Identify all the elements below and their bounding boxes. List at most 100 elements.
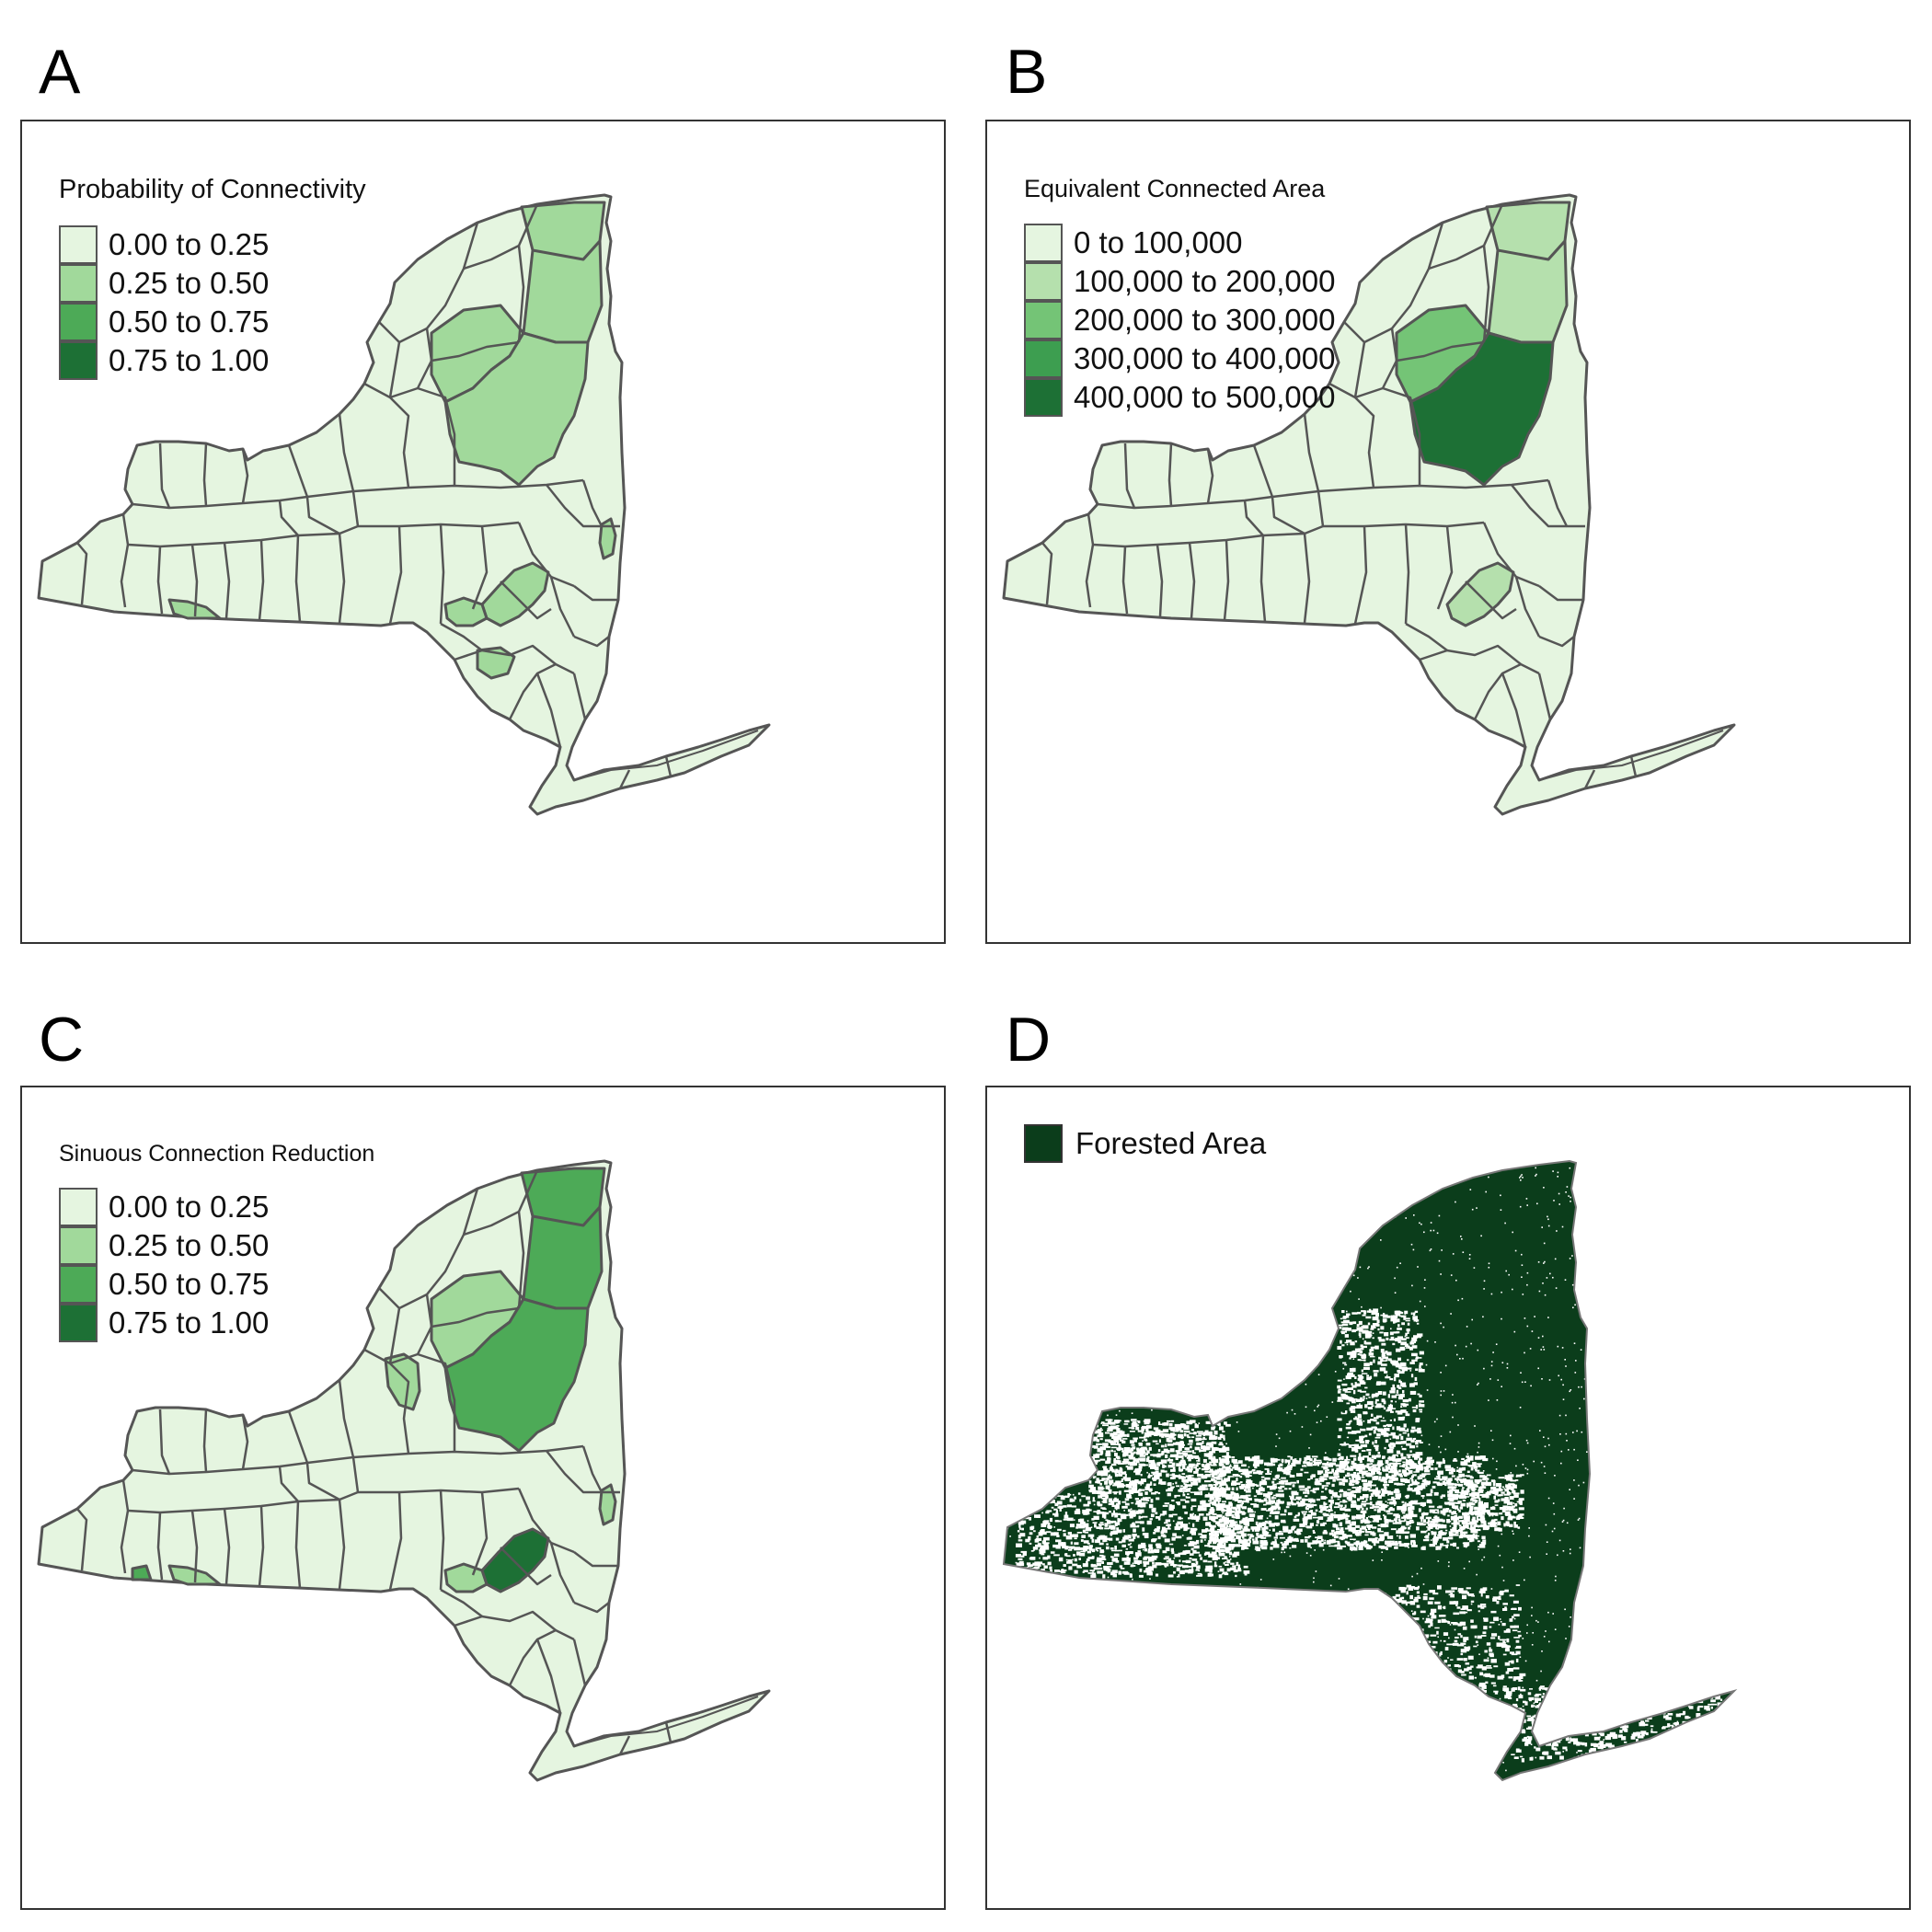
county-boundary bbox=[546, 484, 602, 528]
county-boundary bbox=[1583, 769, 1596, 789]
legend-swatch bbox=[59, 264, 98, 303]
ny-map-c bbox=[37, 1159, 771, 1782]
county-boundary bbox=[1482, 245, 1490, 343]
legend-item: 0.50 to 0.75 bbox=[59, 1265, 374, 1304]
county-boundary bbox=[463, 203, 539, 270]
ny-map-b bbox=[1002, 193, 1736, 816]
county-boundary bbox=[241, 1414, 249, 1470]
county-boundary bbox=[156, 546, 164, 615]
county-boundary bbox=[1206, 448, 1214, 504]
legend-item: 0.50 to 0.75 bbox=[59, 303, 366, 341]
map-panel-d: Forested Area bbox=[985, 1086, 1911, 1910]
county-boundary bbox=[1363, 222, 1444, 344]
county-boundary bbox=[572, 673, 587, 720]
county-boundary bbox=[1303, 533, 1311, 624]
county-boundary bbox=[431, 340, 520, 362]
legend-item: 300,000 to 400,000 bbox=[1024, 339, 1335, 378]
county-boundary bbox=[431, 1306, 520, 1328]
county-boundary bbox=[581, 1445, 620, 1494]
legend-label: 0.00 to 0.25 bbox=[109, 227, 270, 261]
county-boundary bbox=[1547, 479, 1585, 528]
county-boundary bbox=[471, 525, 489, 610]
county-boundary bbox=[517, 1211, 525, 1309]
county-boundary bbox=[1419, 644, 1522, 665]
legend-swatch bbox=[59, 341, 98, 380]
county-boundary bbox=[1511, 484, 1567, 528]
county-boundary bbox=[338, 413, 355, 492]
county-boundary bbox=[120, 1479, 130, 1574]
county-region bbox=[443, 1297, 590, 1453]
county-boundary bbox=[202, 443, 208, 507]
legend-title-c: Sinuous Connection Reduction bbox=[59, 1141, 375, 1167]
county-boundary bbox=[1353, 525, 1368, 625]
county-boundary bbox=[190, 1510, 199, 1583]
legend-item: 400,000 to 500,000 bbox=[1024, 378, 1335, 417]
county-boundary bbox=[618, 1735, 631, 1755]
county-boundary bbox=[158, 1409, 171, 1475]
county-boundary bbox=[156, 1512, 164, 1581]
map-panel-a: Probability of Connectivity 0.00 to 0.25… bbox=[20, 120, 946, 944]
county-boundary bbox=[1259, 535, 1267, 623]
county-boundary bbox=[278, 500, 299, 536]
county-boundary bbox=[572, 1639, 587, 1686]
county-boundary bbox=[1538, 635, 1575, 648]
legend-item: 100,000 to 200,000 bbox=[1024, 262, 1335, 301]
panel-letter-c: C bbox=[39, 1005, 85, 1075]
legend-a: Probability of Connectivity 0.00 to 0.25… bbox=[59, 175, 366, 380]
county-boundary bbox=[1223, 539, 1230, 621]
legend-label: 400,000 to 500,000 bbox=[1074, 380, 1336, 414]
county-boundary bbox=[190, 544, 199, 617]
legend-item: 0 to 100,000 bbox=[1024, 224, 1335, 262]
legend-item: 0.75 to 1.00 bbox=[59, 1304, 374, 1342]
legend-swatch bbox=[1024, 301, 1063, 339]
county-boundary bbox=[517, 245, 525, 343]
legend-items-a: 0.00 to 0.25 0.25 to 0.50 0.50 to 0.75 0.75… bbox=[59, 225, 366, 380]
county-boundary bbox=[258, 539, 265, 621]
county-boundary bbox=[1537, 673, 1552, 720]
legend-item: 0.00 to 0.25 bbox=[59, 1188, 374, 1226]
state-outline bbox=[1002, 1159, 1738, 1782]
legend-swatch bbox=[59, 1188, 98, 1226]
map-panel-c: Sinuous Connection Reduction 0.00 to 0.2… bbox=[20, 1086, 946, 1910]
legend-item: 0.25 to 0.50 bbox=[59, 264, 366, 303]
county-boundary bbox=[1514, 576, 1541, 638]
county-boundary bbox=[1404, 523, 1410, 625]
county-boundary bbox=[517, 522, 575, 588]
legend-swatch bbox=[1024, 224, 1063, 262]
county-boundary bbox=[1629, 755, 1638, 777]
county-boundary bbox=[1271, 496, 1305, 535]
county-boundary bbox=[1156, 544, 1164, 617]
legend-swatch bbox=[59, 1265, 98, 1304]
county-boundary bbox=[1436, 525, 1454, 610]
county-region bbox=[522, 239, 604, 344]
county-boundary bbox=[573, 585, 618, 602]
county-boundary bbox=[471, 1491, 489, 1576]
county-boundary bbox=[1243, 500, 1264, 536]
county-boundary bbox=[440, 1588, 483, 1617]
county-boundary bbox=[1501, 673, 1527, 748]
county-region bbox=[1445, 561, 1515, 627]
county-boundary bbox=[573, 1551, 618, 1568]
long-island-coast bbox=[573, 730, 759, 781]
county-boundary bbox=[1167, 443, 1173, 507]
county-boundary bbox=[287, 444, 309, 498]
legend-label: 0.75 to 1.00 bbox=[109, 1305, 270, 1340]
legend-swatch bbox=[59, 1226, 98, 1265]
county-boundary bbox=[388, 1491, 403, 1591]
legend-swatch bbox=[59, 225, 98, 264]
legend-items-c: 0.00 to 0.25 0.25 to 0.50 0.50 to 0.75 0.75… bbox=[59, 1188, 374, 1342]
county-boundary bbox=[294, 535, 302, 623]
county-boundary bbox=[454, 1610, 557, 1631]
county-boundary bbox=[398, 222, 479, 344]
legend-label-d: Forested Area bbox=[1075, 1126, 1267, 1160]
county-boundary bbox=[1396, 340, 1485, 362]
county-boundary bbox=[573, 635, 610, 648]
legend-label: 0.25 to 0.50 bbox=[109, 266, 270, 300]
county-boundary bbox=[398, 1188, 479, 1310]
panel-letter-d: D bbox=[1006, 1005, 1052, 1075]
county-boundary bbox=[1354, 386, 1421, 486]
ny-map-a bbox=[37, 193, 771, 816]
county-boundary bbox=[535, 673, 562, 748]
county-boundary bbox=[535, 1639, 562, 1714]
county-boundary bbox=[338, 1379, 355, 1458]
